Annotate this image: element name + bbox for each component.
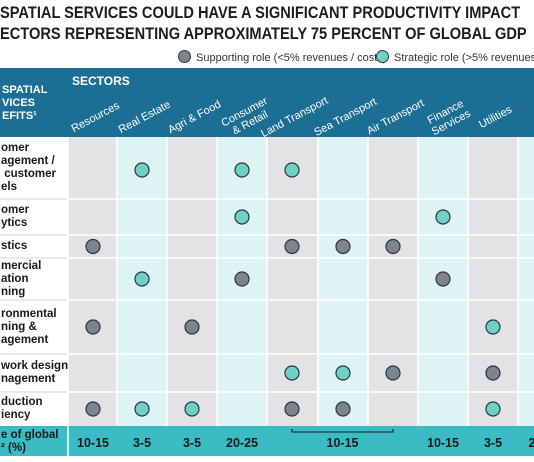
supporting-dot: [184, 319, 200, 335]
supporting-dot: [485, 365, 501, 381]
benefit-label: ronmental ning & agement: [1, 307, 57, 346]
strategic-dot: [485, 401, 501, 417]
supporting-dot: [85, 319, 101, 335]
legend-supporting: Supporting role (<5% revenues / costs): [178, 50, 386, 64]
strategic-dot: [485, 319, 501, 335]
benefit-label: omer ytics: [1, 204, 30, 229]
header-band: [0, 68, 534, 137]
strategic-dot: [134, 271, 150, 287]
legend-strategic: Strategic role (>5% revenues /: [376, 50, 534, 64]
legend: Supporting role (<5% revenues / costs) S…: [0, 48, 534, 68]
strategic-dot: [134, 162, 150, 178]
strategic-dot: [234, 162, 250, 178]
supporting-dot: [284, 238, 300, 255]
transport-bracket: [291, 429, 394, 433]
supporting-dot: [335, 238, 351, 255]
supporting-dot: [234, 271, 250, 287]
gdp-share-value: 10-15: [326, 436, 359, 450]
footer-band: [0, 426, 534, 456]
supporting-dot: [385, 238, 401, 255]
gdp-share-value: 2: [528, 436, 534, 450]
legend-strategic-label: Strategic role (>5% revenues /: [394, 52, 534, 64]
column-band: [368, 137, 418, 426]
benefit-label: omer agement / customer els: [1, 142, 56, 193]
gdp-share-value: 3-5: [182, 436, 202, 450]
chart-title: SPATIAL SERVICES COULD HAVE A SIGNIFICAN…: [0, 0, 534, 46]
gdp-share-label: e of global ² (%): [1, 429, 59, 454]
benefit-label: work design nagement: [1, 360, 69, 385]
gdp-share-value: 20-25: [226, 436, 258, 450]
strategic-dot: [134, 401, 150, 417]
sectors-header: SECTORS: [72, 74, 130, 88]
gdp-share-value: 3-5: [132, 436, 152, 450]
gdp-share-value: 10-15: [77, 436, 109, 450]
strategic-dot: [335, 365, 351, 381]
supporting-dot: [335, 401, 351, 417]
supporting-dot-icon: [178, 50, 191, 63]
benefits-header: SPATIAL VICES EFITS¹: [2, 84, 48, 122]
strategic-dot-icon: [376, 50, 389, 63]
supporting-dot: [85, 238, 101, 255]
column-band: [167, 137, 217, 426]
benefit-label: stics: [1, 240, 28, 252]
strategic-dot: [184, 401, 200, 417]
supporting-dot: [284, 401, 300, 417]
benefit-label: duction iency: [1, 396, 43, 421]
gdp-share-value: 10-15: [427, 436, 459, 450]
strategic-dot: [234, 209, 250, 225]
column-band: [68, 137, 118, 426]
strategic-dot: [284, 365, 300, 381]
benefit-label: mercial ation ning: [1, 259, 42, 298]
column-band: [318, 137, 368, 426]
column-band: [518, 137, 534, 426]
supporting-dot: [385, 365, 401, 381]
column-band: [468, 137, 518, 426]
supporting-dot: [435, 271, 451, 287]
column-band: [267, 137, 317, 426]
strategic-dot: [435, 209, 451, 225]
strategic-dot: [284, 162, 300, 178]
title-line-2: ECTORS REPRESENTING APPROXIMATELY 75 PER…: [0, 24, 527, 43]
gdp-share-value: 3-5: [483, 436, 503, 450]
supporting-dot: [85, 401, 101, 417]
title-line-1: SPATIAL SERVICES COULD HAVE A SIGNIFICAN…: [0, 3, 521, 22]
legend-supporting-label: Supporting role (<5% revenues / costs): [196, 52, 387, 64]
